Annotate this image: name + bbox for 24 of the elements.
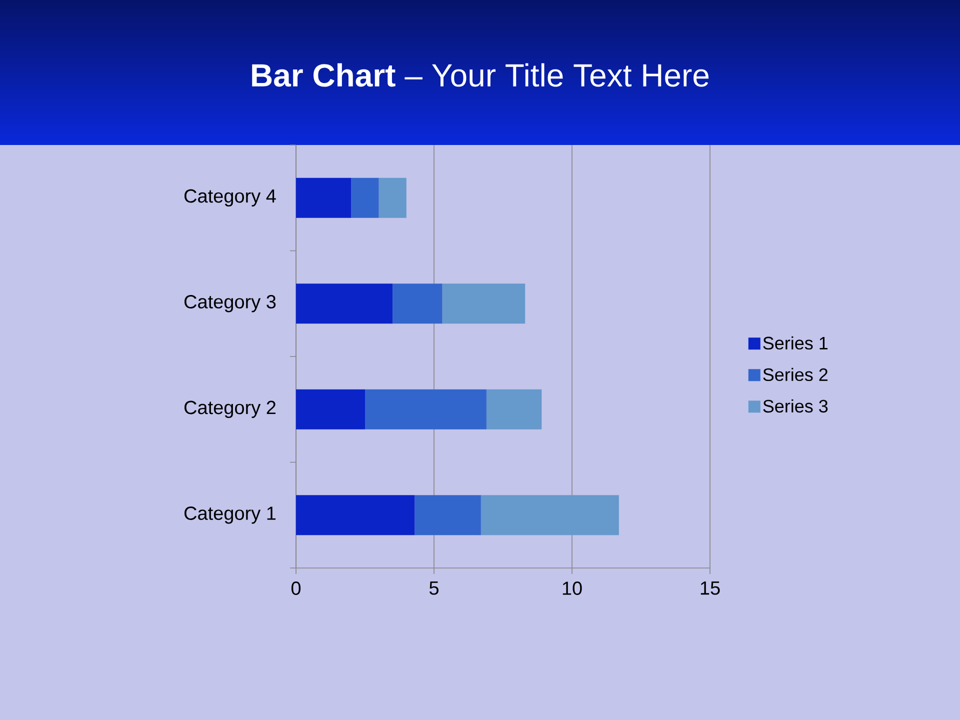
y-tick-label: Category 1 [184, 506, 276, 524]
bar [296, 389, 366, 430]
chart-title: Bar Chart – Your Title Text Here [252, 63, 709, 87]
bar [296, 495, 415, 536]
bar [365, 389, 486, 430]
bar [351, 178, 379, 218]
x-tick-label: 5 [429, 582, 438, 595]
bar [296, 178, 352, 218]
bar [480, 495, 619, 536]
y-tick-label: Category 2 [184, 400, 276, 418]
x-tick-label: 10 [562, 582, 582, 595]
legend-label: Series 2 [763, 368, 828, 382]
bar [392, 284, 442, 324]
legend-label: Series 1 [763, 336, 828, 350]
y-tick-label: Category 3 [184, 295, 276, 312]
bar [378, 178, 406, 218]
y-tick-label: Category 4 [184, 189, 276, 206]
bar [414, 495, 481, 536]
bar [296, 284, 393, 324]
legend-label: Series 3 [763, 399, 828, 413]
bar [486, 389, 542, 430]
x-tick-label: 15 [700, 582, 720, 595]
bar [442, 284, 526, 324]
x-tick-label: 0 [291, 582, 301, 595]
